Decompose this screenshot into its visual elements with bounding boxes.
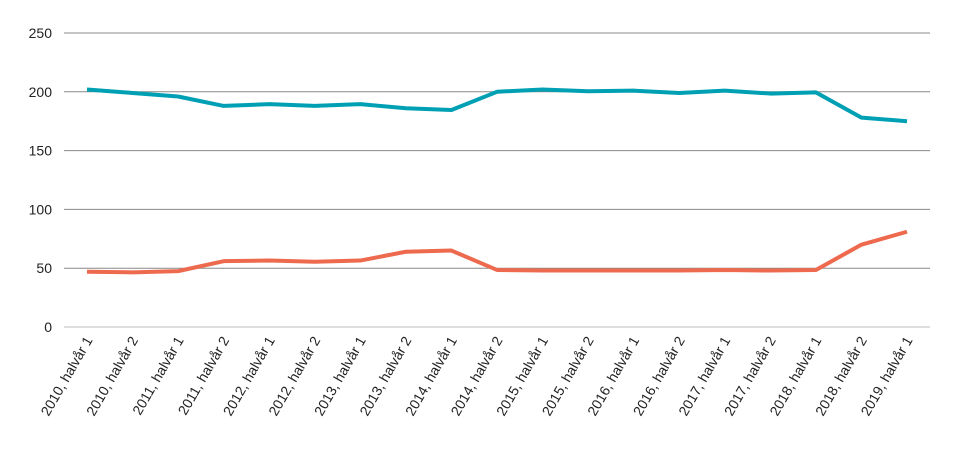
y-tick-label: 50 bbox=[36, 260, 52, 276]
series-line-1 bbox=[86, 87, 908, 124]
y-tick-label: 250 bbox=[29, 25, 53, 41]
series-line-2 bbox=[86, 229, 908, 275]
y-tick-label: 200 bbox=[29, 84, 53, 100]
y-tick-label: 150 bbox=[29, 143, 53, 159]
y-tick-label: 100 bbox=[29, 201, 53, 217]
y-tick-label: 0 bbox=[44, 319, 52, 335]
